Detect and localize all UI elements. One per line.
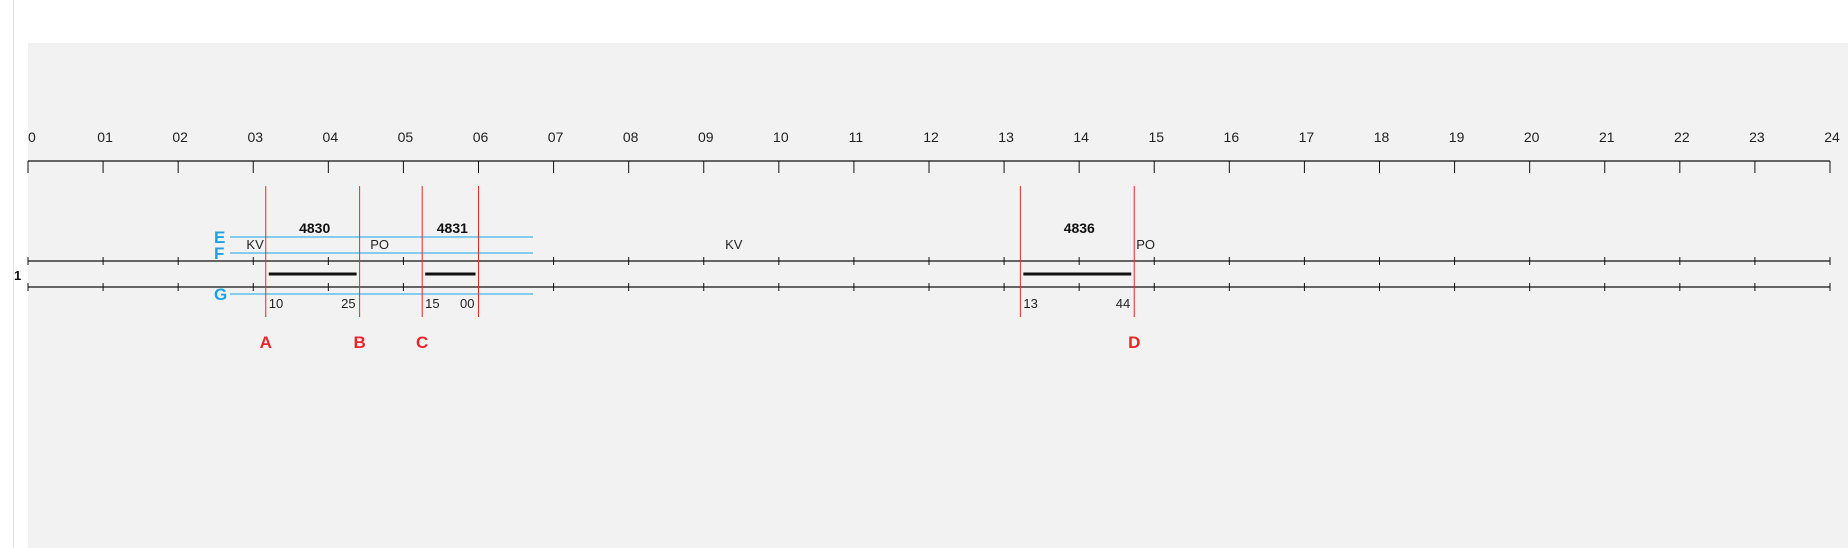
hour-label-04: 04 <box>323 129 339 145</box>
hour-label-24: 24 <box>1824 129 1840 145</box>
hour-label-12: 12 <box>923 129 939 145</box>
hour-label-08: 08 <box>623 129 639 145</box>
hour-label-02: 02 <box>172 129 188 145</box>
hour-label-16: 16 <box>1224 129 1240 145</box>
station-label-middle: KV <box>725 237 743 252</box>
hour-label-0: 0 <box>28 129 36 145</box>
departure-minute: 10 <box>269 296 283 311</box>
departure-minute: 15 <box>425 296 439 311</box>
hour-label-01: 01 <box>97 129 113 145</box>
hour-label-05: 05 <box>398 129 414 145</box>
red-marker-b: B <box>353 333 365 352</box>
hour-label-19: 19 <box>1449 129 1465 145</box>
hour-label-13: 13 <box>998 129 1014 145</box>
hour-label-09: 09 <box>698 129 714 145</box>
red-marker-d: D <box>1128 333 1140 352</box>
hour-label-10: 10 <box>773 129 789 145</box>
red-marker-c: C <box>416 333 428 352</box>
timetable-canvas <box>28 43 1848 548</box>
hour-label-15: 15 <box>1148 129 1164 145</box>
station-label-from: KV <box>246 237 264 252</box>
hour-label-18: 18 <box>1374 129 1390 145</box>
hour-label-20: 20 <box>1524 129 1540 145</box>
hour-label-23: 23 <box>1749 129 1765 145</box>
hour-label-03: 03 <box>247 129 263 145</box>
hour-label-21: 21 <box>1599 129 1615 145</box>
arrival-minute: 00 <box>460 296 474 311</box>
red-marker-a: A <box>260 333 272 352</box>
hour-label-17: 17 <box>1299 129 1315 145</box>
hour-label-14: 14 <box>1073 129 1089 145</box>
arrival-minute: 44 <box>1116 296 1130 311</box>
station-label-to: PO <box>370 237 389 252</box>
row-number: 1 <box>14 268 21 283</box>
hour-label-07: 07 <box>548 129 564 145</box>
arrival-minute: 25 <box>341 296 355 311</box>
blue-marker-e: E <box>214 228 225 247</box>
left-border <box>13 0 14 548</box>
hour-label-06: 06 <box>473 129 489 145</box>
train-number-4830: 4830 <box>299 220 330 236</box>
train-number-4836: 4836 <box>1064 220 1095 236</box>
blue-marker-g: G <box>214 285 227 304</box>
departure-minute: 13 <box>1023 296 1037 311</box>
hour-label-11: 11 <box>849 129 864 145</box>
train-number-4831: 4831 <box>437 220 468 236</box>
station-label-to: PO <box>1136 237 1155 252</box>
hour-label-22: 22 <box>1674 129 1690 145</box>
blue-marker-f: F <box>214 244 224 263</box>
